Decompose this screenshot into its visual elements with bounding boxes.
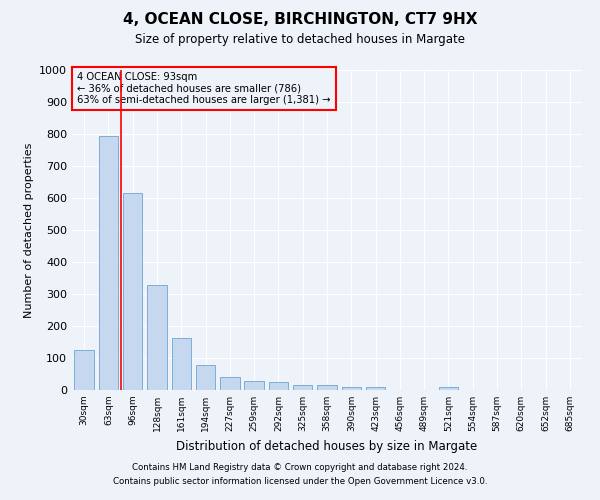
Bar (439, 388, 458, 390)
Text: Contains HM Land Registry data © Crown copyright and database right 2024.: Contains HM Land Registry data © Crown c… (132, 464, 468, 472)
Bar (293, 385, 313, 390)
Bar (341, 387, 361, 390)
Bar (147, 285, 167, 390)
Bar (74, 350, 94, 390)
Text: Contains public sector information licensed under the Open Government Licence v3: Contains public sector information licen… (113, 477, 487, 486)
Bar (123, 193, 142, 390)
Text: 4, OCEAN CLOSE, BIRCHINGTON, CT7 9HX: 4, OCEAN CLOSE, BIRCHINGTON, CT7 9HX (123, 12, 477, 28)
Bar (99, 136, 118, 390)
Bar (317, 385, 337, 390)
Bar (366, 387, 385, 390)
Y-axis label: Number of detached properties: Number of detached properties (23, 142, 34, 318)
Bar (244, 382, 264, 390)
X-axis label: Distribution of detached houses by size in Margate: Distribution of detached houses by size … (176, 440, 478, 452)
Text: Size of property relative to detached houses in Margate: Size of property relative to detached ho… (135, 32, 465, 46)
Text: 4 OCEAN CLOSE: 93sqm
← 36% of detached houses are smaller (786)
63% of semi-deta: 4 OCEAN CLOSE: 93sqm ← 36% of detached h… (77, 72, 331, 105)
Bar (196, 365, 215, 390)
Bar (220, 377, 239, 390)
Bar (172, 338, 191, 390)
Bar (269, 382, 288, 390)
